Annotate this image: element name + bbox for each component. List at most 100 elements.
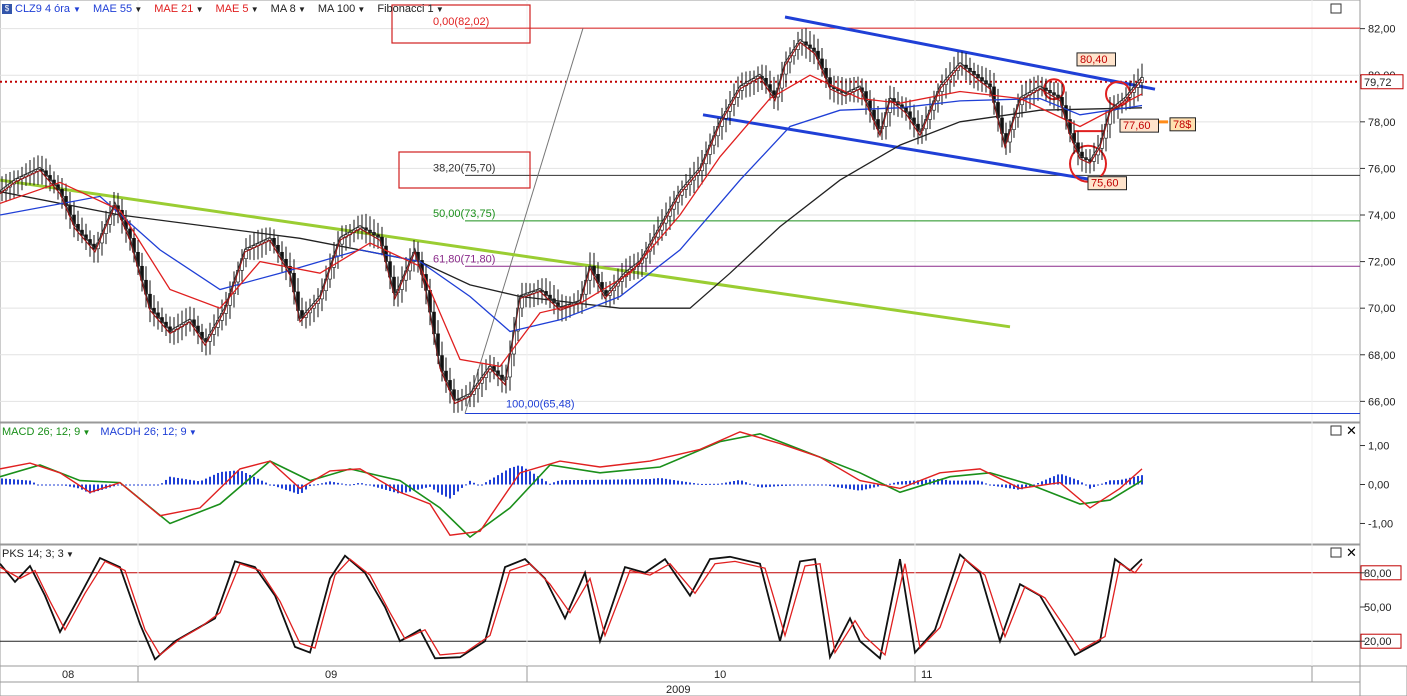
macd-histogram-bar <box>1137 476 1139 485</box>
candle-body <box>1080 151 1084 158</box>
macd-histogram-bar <box>641 479 643 485</box>
macd-histogram-bar <box>213 474 215 485</box>
macd-histogram-bar <box>417 484 419 490</box>
fib-level-label: 0,00(82,02) <box>433 16 489 28</box>
macd-histogram-bar <box>581 479 583 485</box>
macd-histogram-bar <box>353 484 355 486</box>
macd-histogram-bar <box>649 479 651 485</box>
macd-histogram-bar <box>749 483 751 485</box>
macd-histogram-bar <box>897 481 899 485</box>
macd-histogram-bar <box>837 484 839 488</box>
indicator-item[interactable]: MA 8 ▼ <box>271 3 306 15</box>
candle-body <box>1020 97 1024 106</box>
month-label: 09 <box>325 669 337 681</box>
macd-histogram-bar <box>549 483 551 485</box>
macd-histogram-bar <box>817 484 819 486</box>
macd-histogram-bar <box>325 482 327 485</box>
indicator-item[interactable]: MAE 21 ▼ <box>154 3 203 15</box>
macd-histogram-bar <box>533 473 535 485</box>
macd-histogram-bar <box>357 483 359 485</box>
indicator-item[interactable]: MACD 26; 12; 9 ▼ <box>2 426 90 438</box>
indicator-item[interactable]: MAE 55 ▼ <box>93 3 142 15</box>
indicator-item[interactable]: MA 100 ▼ <box>318 3 365 15</box>
macd-histogram-bar <box>973 480 975 485</box>
macd-histogram-bar <box>613 479 615 485</box>
annotation-label: 80,40 <box>1080 54 1108 66</box>
macd-histogram-bar <box>1009 484 1011 489</box>
indicator-item[interactable]: PKS 14; 3; 3 ▼ <box>2 548 74 560</box>
macd-histogram-bar <box>337 482 339 485</box>
month-label: 08 <box>62 669 74 681</box>
indicator-item[interactable]: MAE 5 ▼ <box>216 3 259 15</box>
macd-histogram-bar <box>1005 484 1007 488</box>
macd-histogram-bar <box>865 484 867 490</box>
macd-histogram-bar <box>677 480 679 485</box>
macd-histogram-bar <box>701 483 703 485</box>
macd-histogram-bar <box>61 484 63 486</box>
macd-histogram-bar <box>653 478 655 485</box>
macd-histogram-bar <box>161 483 163 485</box>
macd-tick-label: -1,00 <box>1368 518 1393 530</box>
macd-maximize-icon[interactable] <box>1330 425 1342 436</box>
macd-histogram-bar <box>301 484 303 493</box>
macd-histogram-bar <box>173 477 175 485</box>
macd-histogram-bar <box>29 480 31 485</box>
macd-histogram-bar <box>857 484 859 491</box>
macd-histogram-bar <box>1121 479 1123 485</box>
price-tick-label: 78,00 <box>1368 117 1396 129</box>
symbol-selector[interactable]: $ CLZ9 4 óra ▼ <box>2 3 81 15</box>
macd-histogram-bar <box>853 484 855 490</box>
macd-histogram-bar <box>609 479 611 485</box>
macd-histogram-bar <box>805 484 807 486</box>
macd-histogram-bar <box>713 483 715 485</box>
macd-histogram-bar <box>345 484 347 486</box>
pks-toolbar: PKS 14; 3; 3 ▼ <box>2 548 74 560</box>
macd-histogram-bar <box>593 479 595 485</box>
macd-close-icon[interactable]: ✕ <box>1346 424 1357 439</box>
annotation-label: 75,60 <box>1091 178 1119 190</box>
macd-histogram-bar <box>893 482 895 485</box>
macd-histogram-bar <box>1085 484 1087 486</box>
macd-histogram-bar <box>241 471 243 485</box>
chevron-down-icon: ▼ <box>63 550 74 559</box>
macd-histogram-bar <box>605 479 607 485</box>
indicator-item[interactable]: MACDH 26; 12; 9 ▼ <box>100 426 196 438</box>
chevron-down-icon: ▼ <box>193 5 204 14</box>
macd-histogram-bar <box>601 479 603 485</box>
chevron-down-icon: ▼ <box>433 5 444 14</box>
price-tick-label: 76,00 <box>1368 163 1396 175</box>
candle-body <box>1040 87 1044 90</box>
maximize-icon[interactable] <box>1330 3 1342 14</box>
pks-d-line <box>0 558 1143 657</box>
macd-histogram-bar <box>37 484 39 486</box>
macd-histogram-bar <box>269 484 271 486</box>
pks-close-icon[interactable]: ✕ <box>1346 546 1357 561</box>
macd-histogram-bar <box>237 470 239 485</box>
macd-histogram-bar <box>785 484 787 486</box>
macd-histogram-bar <box>781 484 783 486</box>
macd-histogram-bar <box>453 484 455 495</box>
candle-body <box>520 295 524 309</box>
indicator-item[interactable]: Fibonacci 1 ▼ <box>377 3 443 15</box>
macd-histogram-bar <box>537 476 539 485</box>
annotation-box <box>1169 117 1196 132</box>
macd-histogram-bar <box>17 479 19 485</box>
pks-maximize-icon[interactable] <box>1330 547 1342 558</box>
macd-histogram-bar <box>753 484 755 486</box>
macd-histogram-bar <box>757 484 759 487</box>
macd-histogram-bar <box>201 480 203 485</box>
macd-histogram-bar <box>825 484 827 486</box>
macd-histogram-bar <box>921 480 923 485</box>
macd-histogram-bar <box>437 484 439 493</box>
chevron-down-icon: ▼ <box>80 428 91 437</box>
macd-histogram-bar <box>1045 479 1047 485</box>
macd-histogram-bar <box>349 484 351 486</box>
macd-histogram-bar <box>1069 477 1071 485</box>
macd-histogram-bar <box>445 484 447 497</box>
macd-histogram-bar <box>1125 478 1127 485</box>
macd-histogram-bar <box>449 484 451 499</box>
macd-histogram-bar <box>413 484 415 491</box>
macd-histogram-bar <box>85 484 87 492</box>
macd-histogram-bar <box>365 484 367 486</box>
macd-histogram-bar <box>1049 477 1051 485</box>
